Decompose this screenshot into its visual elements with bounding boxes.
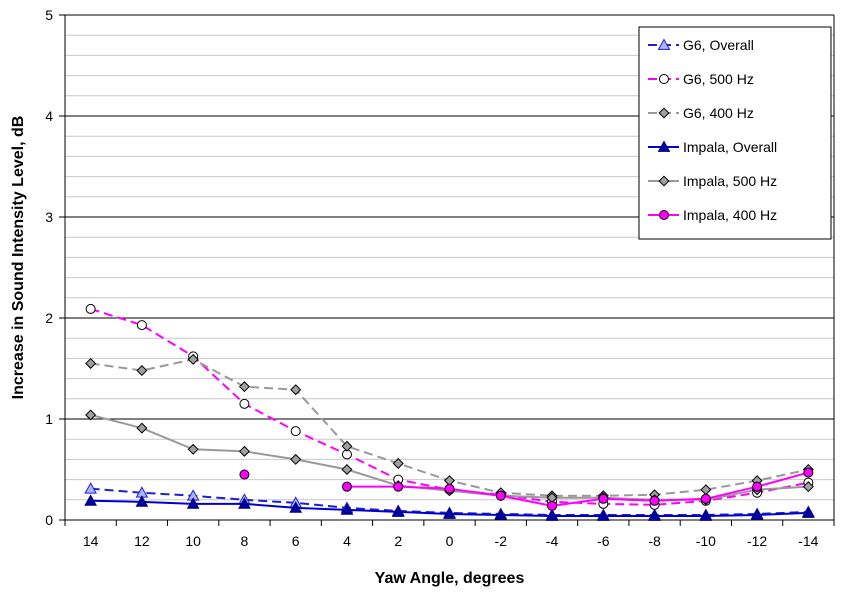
data-point	[239, 398, 250, 409]
data-point	[187, 443, 199, 455]
legend-entry: G6, Overall	[648, 37, 754, 53]
y-tick-label: 2	[45, 310, 53, 326]
data-point	[238, 381, 250, 393]
x-tick-label: 0	[446, 533, 454, 549]
data-point	[186, 497, 200, 509]
series-3	[84, 494, 815, 521]
legend-swatch-marker	[657, 140, 671, 152]
data-point	[136, 320, 147, 331]
legend-swatch-marker	[657, 38, 671, 50]
data-point	[648, 509, 661, 521]
x-tick-label: 8	[241, 533, 249, 549]
data-point	[802, 506, 815, 518]
data-point	[700, 493, 711, 504]
legend-swatch-marker	[659, 210, 669, 220]
y-tick-label: 4	[45, 108, 53, 124]
data-point	[700, 484, 712, 496]
data-point	[443, 507, 456, 519]
x-tick-label: 10	[185, 533, 201, 549]
legend-swatch-marker	[658, 107, 670, 119]
data-point	[136, 365, 148, 377]
data-point	[393, 481, 404, 492]
data-point	[444, 483, 455, 494]
series-2	[85, 353, 814, 502]
data-point	[649, 495, 660, 506]
data-point	[289, 501, 303, 513]
data-point	[494, 508, 508, 520]
data-point	[290, 384, 302, 396]
y-tick-label: 5	[45, 7, 53, 23]
data-point	[290, 426, 301, 437]
data-point	[84, 494, 97, 506]
legend-swatch-marker	[659, 74, 669, 84]
x-tick-label: -2	[495, 533, 508, 549]
y-tick-label: 3	[45, 209, 53, 225]
legend-label: Impala, Overall	[683, 139, 777, 155]
data-point	[545, 509, 559, 521]
legend-label: G6, 500 Hz	[683, 71, 754, 87]
x-tick-labels: 14 12 10 8 6 4 2 0 -2 -4 -6 -8 -10 -12 -14	[83, 533, 819, 549]
x-tick-label: -12	[747, 533, 767, 549]
data-point	[239, 469, 250, 480]
x-axis-title: Yaw Angle, degrees	[375, 570, 525, 587]
data-point	[598, 493, 609, 504]
data-point	[238, 445, 250, 457]
x-tick-label: -10	[696, 533, 716, 549]
data-point	[84, 482, 97, 494]
data-point	[547, 500, 558, 511]
data-point	[340, 503, 354, 515]
legend-label: G6, 400 Hz	[683, 105, 754, 121]
legend-swatch-marker	[658, 175, 670, 187]
data-point	[85, 409, 97, 421]
legend: G6, Overall G6, 500 Hz G6, 400 Hz Impala, O…	[638, 26, 832, 240]
series-5	[239, 467, 814, 511]
x-tick-label: 4	[343, 533, 351, 549]
legend-entry: G6, 400 Hz	[648, 105, 754, 121]
data-point	[341, 481, 352, 492]
y-axis-title: Increase in Sound Intensity Level, dB	[10, 116, 27, 400]
x-tick-label: -4	[546, 533, 559, 549]
legend-label: G6, Overall	[683, 37, 754, 53]
x-tick-label: 12	[134, 533, 150, 549]
legend-label: Impala, 400 Hz	[683, 207, 777, 223]
data-point	[752, 481, 763, 492]
data-point	[596, 509, 610, 521]
series-line	[346, 471, 809, 507]
data-point	[341, 440, 353, 452]
data-point	[802, 481, 814, 493]
legend-label: Impala, 500 Hz	[683, 173, 777, 189]
x-tick-label: -14	[798, 533, 818, 549]
data-point	[392, 457, 404, 469]
legend-entry: Impala, 500 Hz	[648, 173, 777, 189]
series-group	[84, 303, 815, 521]
x-tick-label: 2	[394, 533, 402, 549]
data-point	[85, 357, 97, 369]
data-point	[135, 495, 149, 507]
data-point	[341, 463, 353, 476]
x-tick-label: 14	[83, 533, 99, 549]
data-point	[391, 505, 405, 517]
data-point	[750, 508, 764, 520]
series-line	[90, 487, 809, 516]
data-point	[699, 509, 713, 521]
legend-box	[638, 26, 832, 240]
data-point	[187, 353, 199, 365]
y-tick-labels: 0 1 2 3 4 5	[45, 7, 53, 528]
legend-entry: G6, 500 Hz	[648, 71, 754, 87]
data-point	[495, 490, 506, 501]
x-tick-label: 6	[292, 533, 300, 549]
legend-entry: Impala, 400 Hz	[648, 207, 777, 223]
data-point	[136, 422, 148, 434]
y-tick-label: 1	[45, 411, 53, 427]
x-tick-label: -8	[648, 533, 661, 549]
legend-entry: Impala, Overall	[648, 139, 777, 155]
x-tick-label: -6	[597, 533, 610, 549]
data-point	[238, 497, 251, 509]
data-point	[85, 303, 96, 314]
y-tick-label: 0	[45, 512, 53, 528]
data-point	[290, 453, 302, 465]
data-point	[803, 467, 814, 478]
